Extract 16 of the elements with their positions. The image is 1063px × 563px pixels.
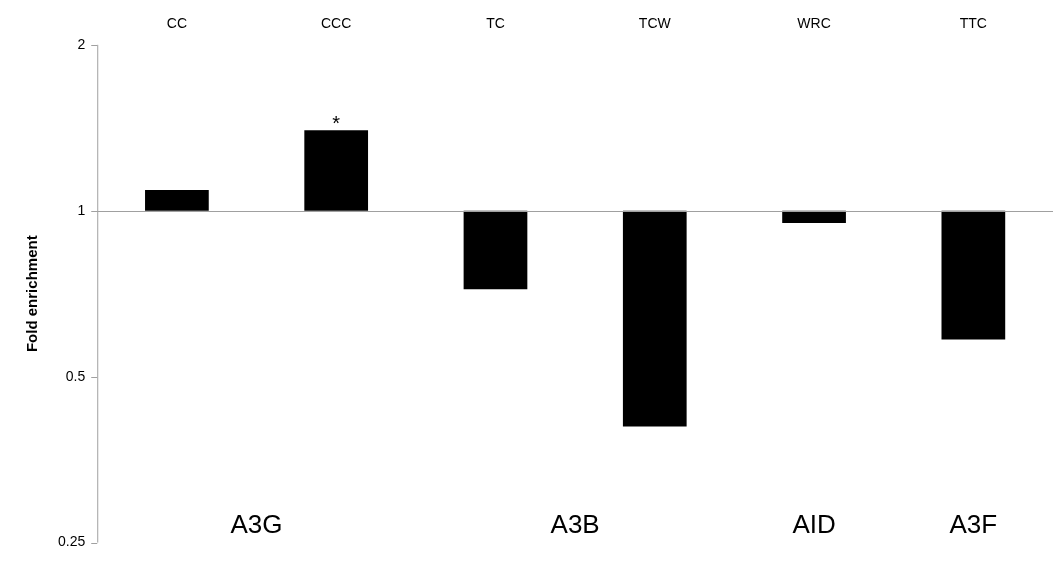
y-tick-label: 1 [77,201,86,218]
x-tick-label: TCW [638,15,672,32]
annotation: A3G [230,508,283,539]
x-tick-label: WRC [797,15,831,32]
x-tick-label: CC [166,15,188,32]
x-tick-label: CCC [321,15,352,32]
y-axis-title: Fold enrichment [23,235,41,353]
annotation: AID [792,508,836,539]
x-tick-label: TTC [959,15,987,32]
y-tick-label: 0.25 [58,533,86,550]
annotation: A3B [550,508,600,539]
y-tick-label: 0.5 [65,367,86,384]
annotation: * [332,111,341,134]
y-tick-label: 2 [77,35,86,52]
x-tick-label: TC [486,15,505,32]
annotation: A3F [949,508,998,539]
